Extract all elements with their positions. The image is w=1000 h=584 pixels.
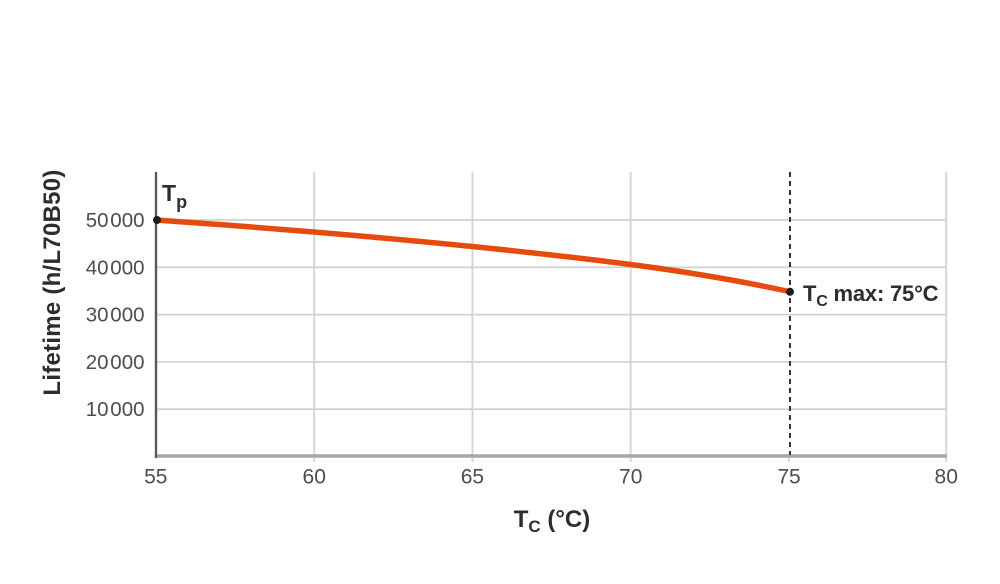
- svg-text:70: 70: [619, 466, 642, 489]
- svg-text:10 000: 10 000: [86, 398, 145, 421]
- svg-text:80: 80: [935, 466, 958, 489]
- svg-text:30 000: 30 000: [86, 304, 145, 327]
- svg-text:TC max: 75°C: TC max: 75°C: [803, 281, 939, 310]
- svg-text:TC (°C): TC (°C): [514, 506, 591, 536]
- svg-text:60: 60: [303, 466, 326, 489]
- svg-text:75: 75: [777, 466, 800, 489]
- svg-text:20 000: 20 000: [86, 351, 145, 374]
- svg-text:50 000: 50 000: [86, 209, 145, 232]
- svg-text:55: 55: [144, 466, 167, 489]
- svg-text:Lifetime (h/L70B50): Lifetime (h/L70B50): [39, 169, 66, 395]
- svg-text:65: 65: [461, 466, 484, 489]
- svg-text:40 000: 40 000: [86, 256, 145, 279]
